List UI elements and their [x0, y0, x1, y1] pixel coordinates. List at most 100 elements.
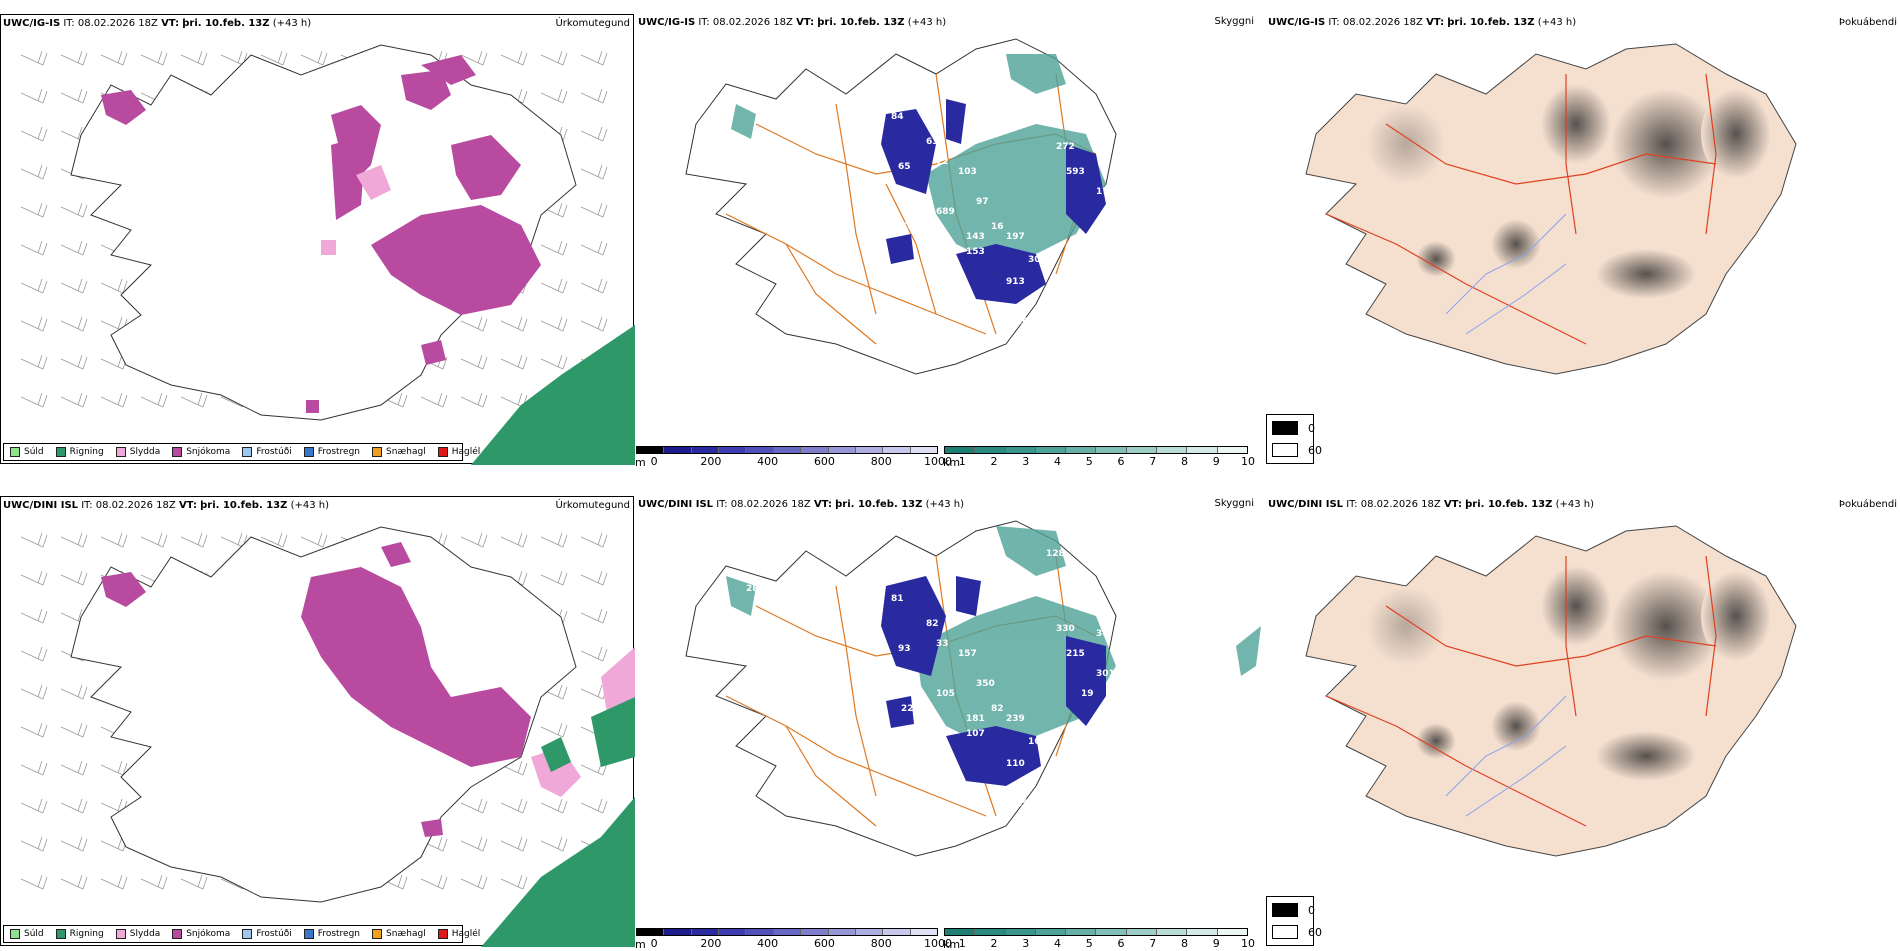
visibility-value-label: 350 — [976, 679, 995, 689]
wind-barb — [20, 316, 48, 332]
wind-barb — [540, 50, 568, 66]
colorbar-cell — [855, 447, 884, 453]
colorbar-cell — [801, 929, 829, 935]
fog-rivers — [1445, 695, 1567, 817]
colorbar-cell — [1157, 447, 1188, 453]
visibility-km-areas — [731, 54, 1106, 264]
wind-barb — [460, 874, 488, 890]
panel-title: Úrkomutegund — [555, 500, 630, 511]
colorbar-cell — [773, 929, 802, 935]
wind-barb — [60, 240, 88, 256]
fog-swatch — [1272, 903, 1298, 917]
legend-swatch — [55, 929, 66, 939]
panel-header: UWC/DINI ISL IT: 08.02.2026 18Z VT: þri.… — [1268, 499, 1595, 510]
legend-swatch — [372, 929, 383, 939]
visibility-value-label: 301 — [1096, 669, 1115, 679]
colorbar-tick-label: 7 — [1149, 937, 1157, 950]
visibility-value-label: 103 — [958, 167, 977, 177]
visibility-value-label: 330 — [1056, 624, 1075, 634]
wind-barb — [60, 570, 88, 586]
wind-barb — [20, 760, 48, 776]
wind-barb — [180, 392, 208, 408]
fog-shading — [1366, 566, 1771, 781]
rain-area — [481, 697, 635, 947]
fog-legend: 0 60 — [1266, 414, 1322, 464]
wind-barb — [20, 164, 48, 180]
wind-barb — [60, 316, 88, 332]
colorbar-tick-label: 600 — [813, 937, 835, 950]
colorbar-cell — [664, 929, 692, 935]
colorbar-cell — [691, 447, 720, 453]
visibility-value-label: 12 — [746, 102, 759, 112]
wind-barb — [20, 126, 48, 142]
colorbar-cell — [1035, 929, 1067, 935]
legend-item: Súld — [10, 929, 44, 939]
colorbar-cell — [883, 447, 911, 453]
visibility-value-label: 33 — [936, 639, 949, 649]
wind-barb — [20, 354, 48, 370]
colorbar-tick-label: 6 — [1117, 455, 1125, 468]
colorbar-tick-label: 5 — [1085, 455, 1093, 468]
panel-title: Þokuábendi — [1838, 17, 1897, 28]
colorbar-cell — [1217, 929, 1247, 935]
wind-barb — [20, 874, 48, 890]
wind-barb — [20, 646, 48, 662]
fog-indicator-panel-row2: UWC/DINI ISL IT: 08.02.2026 18Z VT: þri.… — [1266, 496, 1900, 946]
legend-item: Frostregn — [303, 447, 360, 457]
fog-swatch — [1272, 443, 1298, 457]
wind-barb — [20, 240, 48, 256]
snow-areas — [101, 542, 531, 837]
colorbar-cell — [1187, 929, 1218, 935]
visibility-value-label: 93 — [898, 644, 911, 654]
wind-barb — [300, 50, 328, 66]
fog-map — [1305, 43, 1797, 375]
colorbar-tick-label: 800 — [870, 937, 892, 950]
colorbar-tick-label: 1 — [958, 455, 966, 468]
colorbar-cell — [828, 447, 856, 453]
colorbar-tick-label: 8 — [1180, 455, 1188, 468]
wind-barb — [100, 874, 128, 890]
legend-item: Snæhagl — [372, 447, 426, 457]
wind-barb — [580, 278, 608, 294]
wind-barb — [580, 164, 608, 180]
wind-barb — [60, 202, 88, 218]
colorbar-tick-label: 8 — [1180, 937, 1188, 950]
wind-barb — [580, 316, 608, 332]
colorbar-tick-label: 1000 — [924, 455, 952, 468]
wind-barb — [60, 722, 88, 738]
legend-item: Snjókoma — [172, 929, 230, 939]
fog-swatch — [1272, 925, 1298, 939]
legend-swatch — [172, 929, 183, 939]
wind-barb — [20, 684, 48, 700]
colorbar-cell — [1217, 447, 1247, 453]
colorbar-tick-label: 200 — [700, 937, 722, 950]
visibility-value-label: 181 — [966, 714, 985, 724]
legend-swatch — [303, 929, 314, 939]
colorbar-tick-label: 9 — [1212, 455, 1220, 468]
panel-title: Skyggni — [1214, 16, 1254, 27]
wind-barb — [260, 532, 288, 548]
wind-barb — [60, 532, 88, 548]
wind-barb — [100, 532, 128, 548]
wind-barb — [100, 50, 128, 66]
wind-barb — [20, 798, 48, 814]
wind-barb — [60, 684, 88, 700]
wind-barb — [540, 836, 568, 852]
visibility-value-label: 26 — [1016, 317, 1029, 327]
iceland-outline — [70, 44, 577, 421]
colorbar-tick-label: 3 — [1022, 937, 1030, 950]
visibility-value-label: 97 — [976, 197, 989, 207]
colorbar-cell — [1066, 447, 1097, 453]
visibility-m-colorbar: 0 200 400 600 800 1000 m — [635, 446, 952, 469]
wind-barb — [140, 392, 168, 408]
wind-barb — [580, 798, 608, 814]
colorbar-cell — [1096, 447, 1127, 453]
visibility-km-colorbar: 1 2 3 4 5 6 7 8 9 10 km — [943, 446, 1255, 469]
panel-title: Skyggni — [1214, 498, 1254, 509]
wind-barb — [100, 392, 128, 408]
visibility-value-label: 17 — [1096, 187, 1109, 197]
visibility-map: 81 82 93 33 157 350 105 82 181 239 107 110 161 462 215… — [685, 520, 1261, 857]
wind-barb — [460, 354, 488, 370]
wind-barb — [60, 760, 88, 776]
visibility-map: 84 63 65 72 103 97 689 16 143 197 153 913 309 107 593 2… — [685, 38, 1117, 375]
